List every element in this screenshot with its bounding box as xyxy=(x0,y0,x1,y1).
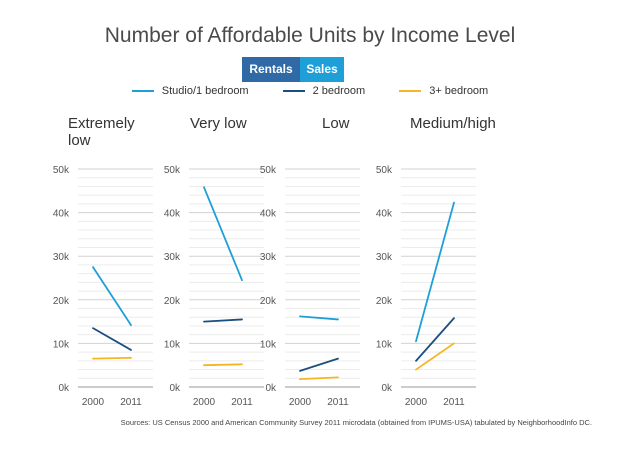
series-line-1-panel-3 xyxy=(415,317,455,362)
y-tick-label: 0k xyxy=(169,383,181,394)
y-tick-label: 30k xyxy=(376,252,393,263)
legend-item-studio[interactable]: Studio/1 bedroom xyxy=(131,85,249,97)
panel-title-3-line-0: Medium/high xyxy=(410,115,496,132)
chart-title: Number of Affordable Units by Income Lev… xyxy=(104,24,516,47)
legend-label-3-bedroom: 3+ bedroom xyxy=(429,85,489,97)
y-tick-label: 30k xyxy=(164,252,181,263)
y-tick-label: 50k xyxy=(53,165,70,176)
panel-title-1-line-0: Very low xyxy=(190,115,247,132)
panel-title-2-line-0: Low xyxy=(322,115,350,132)
y-tick-label: 0k xyxy=(381,383,393,394)
x-tick-label: 2000 xyxy=(82,397,105,408)
x-tick-label: 2011 xyxy=(443,397,465,408)
series-line-2-panel-3 xyxy=(415,342,455,371)
y-tick-label: 40k xyxy=(164,209,181,220)
y-tick-label: 20k xyxy=(260,296,277,307)
y-tick-label: 20k xyxy=(164,296,181,307)
y-tick-label: 10k xyxy=(260,339,277,350)
series-line-0-panel-3 xyxy=(415,201,455,343)
x-tick-label: 2011 xyxy=(120,397,142,408)
legend-label-2-bedroom: 2 bedroom xyxy=(312,85,366,97)
series-line-2-panel-0 xyxy=(92,356,132,360)
sales-button[interactable]: Sales xyxy=(300,57,344,82)
panel-title-0-line-0: Extremely xyxy=(68,115,135,132)
y-tick-label: 50k xyxy=(376,165,393,176)
y-tick-label: 20k xyxy=(376,296,393,307)
y-tick-label: 10k xyxy=(376,339,393,350)
y-tick-label: 0k xyxy=(265,383,277,394)
series-line-0-panel-2 xyxy=(299,315,339,321)
legend-swatch-2-bedroom xyxy=(282,90,305,92)
y-tick-label: 50k xyxy=(260,165,277,176)
x-tick-label: 2000 xyxy=(193,397,216,408)
y-tick-label: 10k xyxy=(53,339,70,350)
y-tick-label: 40k xyxy=(260,209,277,220)
y-tick-label: 20k xyxy=(53,296,70,307)
legend-item-3-bedroom[interactable]: 3+ bedroom xyxy=(399,85,488,97)
panel-title-0-line-1: low xyxy=(68,132,91,149)
series-line-2-panel-2 xyxy=(299,376,339,381)
y-tick-label: 0k xyxy=(58,383,70,394)
legend: Studio/1 bedroom 2 bedroom 3+ bedroom xyxy=(0,85,620,97)
series-line-1-panel-1 xyxy=(203,318,243,323)
legend-swatch-studio xyxy=(131,90,154,92)
series-line-0-panel-1 xyxy=(203,186,243,282)
y-tick-label: 30k xyxy=(53,252,70,263)
legend-item-2-bedroom[interactable]: 2 bedroom xyxy=(282,85,366,97)
series-line-1-panel-0 xyxy=(92,327,132,351)
x-tick-label: 2000 xyxy=(289,397,312,408)
x-tick-label: 2011 xyxy=(231,397,253,408)
source-note: Sources: US Census 2000 and American Com… xyxy=(120,418,592,427)
y-tick-label: 40k xyxy=(376,209,393,220)
y-tick-label: 30k xyxy=(260,252,277,263)
legend-label-studio: Studio/1 bedroom xyxy=(161,85,249,97)
x-tick-label: 2000 xyxy=(405,397,428,408)
y-tick-label: 10k xyxy=(164,339,181,350)
x-tick-label: 2011 xyxy=(327,397,349,408)
y-tick-label: 40k xyxy=(53,209,70,220)
series-line-2-panel-1 xyxy=(203,363,243,367)
rentals-button[interactable]: Rentals xyxy=(242,57,300,82)
rentals-sales-toggle[interactable]: Rentals Sales xyxy=(242,57,344,82)
series-line-0-panel-0 xyxy=(92,266,132,326)
y-tick-label: 50k xyxy=(164,165,181,176)
legend-swatch-3-bedroom xyxy=(399,90,422,92)
series-line-1-panel-2 xyxy=(299,357,339,372)
